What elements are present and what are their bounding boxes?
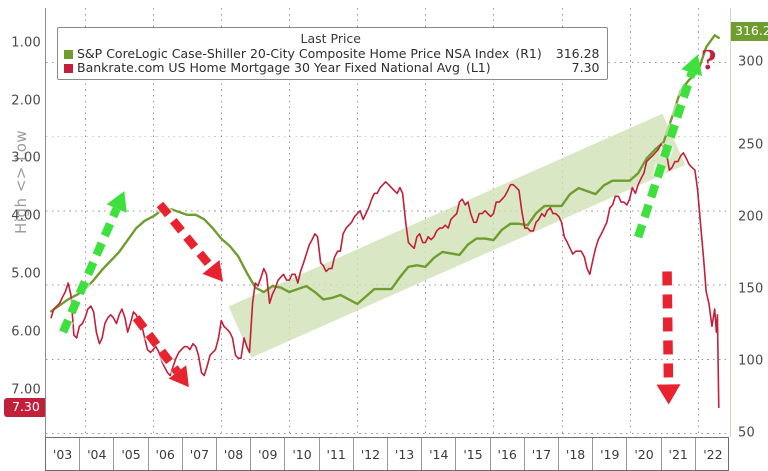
left-axis-tick: 1.00 (11, 35, 41, 51)
x-axis-tick: '03 (46, 438, 81, 470)
legend-row-mortgage-rate: Bankrate.com US Home Mortgage 30 Year Fi… (64, 61, 600, 75)
x-axis-tick: '09 (251, 438, 286, 470)
left-axis-tick: 5.00 (11, 266, 41, 282)
legend-swatch-icon (64, 49, 73, 59)
x-axis-tick: '04 (80, 438, 115, 470)
annotation-arrow (131, 313, 189, 388)
series-line (50, 143, 720, 409)
x-axis-tick: '19 (593, 438, 628, 470)
left-axis-tick: 3.00 (11, 150, 41, 166)
legend-series-axis: (R1) (515, 46, 542, 61)
x-axis-tick: '22 (703, 446, 723, 462)
left-axis-tick: 6.00 (11, 324, 41, 340)
x-axis-tick: '07 (183, 438, 217, 470)
right-axis-tick: 250 (738, 137, 764, 153)
annotation-arrow (155, 200, 223, 282)
legend-swatch-icon (64, 63, 73, 73)
x-axis-tick: '20 (627, 438, 662, 470)
x-axis: '03'04'05'06'07'08'09'10'11'12'13'14'15 '… (45, 437, 729, 471)
right-axis: 50 100 150 200 250 300 (729, 0, 768, 471)
right-axis-tick: 300 (738, 54, 764, 70)
legend-series-value: 316.28 (555, 46, 600, 61)
right-axis-value-flag: 316.28 (727, 22, 768, 42)
x-axis-tick: '11 (320, 438, 354, 470)
right-axis-tick: 200 (738, 209, 764, 225)
annotation-arrow (57, 191, 127, 335)
x-axis-tick: '10 (285, 438, 320, 470)
x-axis-tick: '21 (662, 438, 696, 470)
left-axis-value-flag: 7.30 (4, 398, 47, 418)
x-axis-tick: '08 (217, 438, 252, 470)
legend-series-axis: (L1) (465, 60, 491, 75)
x-axis-tick: '12 (354, 438, 388, 470)
legend-series-value: 7.30 (571, 60, 600, 75)
right-axis-tick: 100 (738, 353, 764, 369)
annotation-arrows (57, 54, 703, 405)
right-axis-tick: 50 (738, 425, 755, 441)
x-axis-tick: '06 (149, 438, 183, 470)
legend-series-name: S&P CoreLogic Case-Shiller 20-City Compo… (77, 46, 510, 61)
x-axis-tick: '13 (388, 438, 423, 470)
question-mark-annotation: ? (701, 46, 717, 76)
x-axis-tick: '17 (525, 438, 559, 470)
series-lines (49, 34, 720, 409)
left-axis-tick: 2.00 (11, 93, 41, 109)
left-axis-tick: 4.00 (11, 208, 41, 224)
green-rising-channel (228, 113, 686, 358)
plot-svg (46, 8, 730, 437)
legend: Last Price S&P CoreLogic Case-Shiller 20… (57, 27, 608, 80)
x-axis-tick: '14 (422, 438, 457, 470)
x-axis-tick: '15 (456, 438, 491, 470)
x-axis-tick: '16 (491, 438, 525, 470)
annotation-arrow (632, 54, 703, 240)
left-axis-tick: 7.00 (11, 382, 41, 398)
legend-header: Last Price (300, 31, 361, 46)
legend-row-case-shiller: S&P CoreLogic Case-Shiller 20-City Compo… (64, 47, 600, 61)
x-axis-tick: '18 (559, 438, 594, 470)
x-axis-tick: '05 (114, 438, 149, 470)
legend-series-name: Bankrate.com US Home Mortgage 30 Year Fi… (77, 60, 460, 75)
annotation-arrow (656, 271, 681, 405)
right-axis-tick: 150 (738, 281, 764, 297)
left-axis: High <> Low 1.00 2.00 3.00 4.00 5.00 6.0… (0, 0, 41, 471)
